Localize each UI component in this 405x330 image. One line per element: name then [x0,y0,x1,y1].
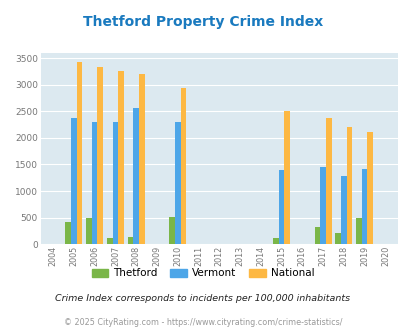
Bar [77,62,82,244]
Bar [175,122,180,244]
Bar [128,237,133,244]
Bar [65,222,71,244]
Legend: Thetford, Vermont, National: Thetford, Vermont, National [87,264,318,282]
Bar [92,122,97,244]
Bar [346,127,352,244]
Bar [355,218,361,244]
Bar [325,118,331,244]
Bar [139,74,144,244]
Bar [169,217,175,244]
Bar [273,238,278,244]
Text: Crime Index corresponds to incidents per 100,000 inhabitants: Crime Index corresponds to incidents per… [55,294,350,303]
Bar [278,170,284,244]
Bar [320,167,325,244]
Bar [97,67,103,244]
Bar [180,88,185,244]
Bar [284,111,289,244]
Bar [86,217,92,244]
Bar [133,108,139,244]
Bar [314,227,320,244]
Bar [112,122,118,244]
Bar [367,132,372,244]
Text: Thetford Property Crime Index: Thetford Property Crime Index [83,15,322,29]
Bar [118,71,124,244]
Text: © 2025 CityRating.com - https://www.cityrating.com/crime-statistics/: © 2025 CityRating.com - https://www.city… [64,318,341,327]
Bar [340,176,346,244]
Bar [71,118,77,244]
Bar [361,169,367,244]
Bar [335,233,340,244]
Bar [107,238,112,244]
